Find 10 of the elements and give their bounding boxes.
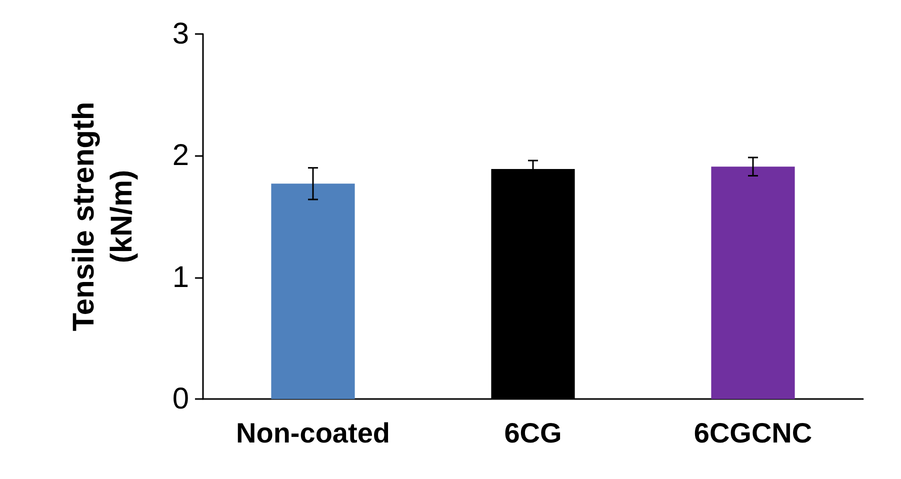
y-tick-label: 0 [172, 382, 189, 416]
y-tick-label: 3 [172, 18, 189, 50]
x-tick-label: 6CGCNC [694, 418, 812, 448]
x-tick-label: Non-coated [236, 418, 390, 448]
x-tick-label: 6CG [504, 418, 562, 448]
bar [711, 166, 795, 399]
bar [271, 184, 355, 399]
y-tick-label: 2 [172, 139, 189, 172]
y-tick-label: 1 [172, 260, 189, 294]
y-axis-title: Tensile strength (kN/m) [68, 102, 138, 332]
